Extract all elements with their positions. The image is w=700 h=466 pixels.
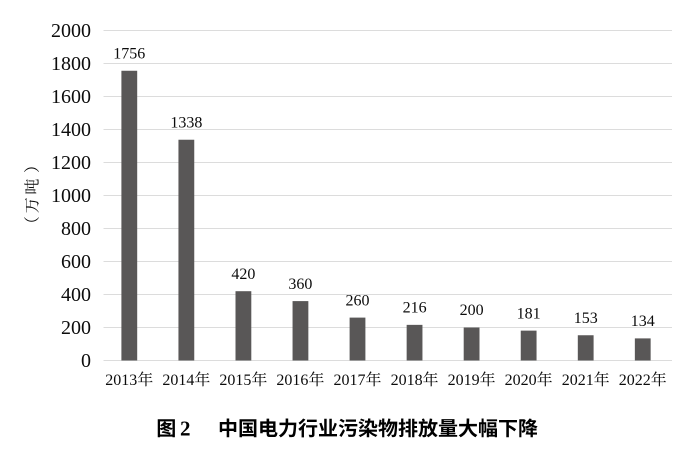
svg-text:200: 200: [61, 317, 91, 339]
svg-text:200: 200: [460, 302, 484, 319]
svg-text:2013: 2013: [105, 372, 137, 389]
svg-text:260: 260: [346, 292, 370, 309]
svg-text:2019: 2019: [448, 372, 480, 389]
svg-text:2000: 2000: [51, 20, 91, 42]
svg-text:2014: 2014: [162, 372, 194, 389]
svg-text:2015: 2015: [219, 372, 251, 389]
svg-text:2017: 2017: [334, 372, 366, 389]
svg-text:420: 420: [231, 266, 255, 283]
svg-text:1800: 1800: [51, 53, 91, 75]
svg-text:2018: 2018: [391, 372, 423, 389]
svg-text:1756: 1756: [113, 46, 145, 63]
svg-text:1338: 1338: [170, 114, 202, 131]
svg-text:360: 360: [288, 276, 312, 293]
svg-text:134: 134: [631, 313, 655, 330]
svg-text:2016: 2016: [276, 372, 308, 389]
svg-text:153: 153: [574, 310, 598, 327]
svg-text:2: 2: [180, 417, 191, 441]
svg-text:1600: 1600: [51, 86, 91, 108]
svg-text:216: 216: [403, 300, 427, 317]
svg-text:181: 181: [517, 305, 541, 322]
svg-text:0: 0: [81, 350, 91, 372]
svg-text:1000: 1000: [51, 185, 91, 207]
svg-text:2022: 2022: [619, 372, 651, 389]
svg-text:600: 600: [61, 251, 91, 273]
svg-text:2021: 2021: [562, 372, 594, 389]
svg-text:1400: 1400: [51, 119, 91, 141]
svg-text:2020: 2020: [505, 372, 537, 389]
svg-text:400: 400: [61, 284, 91, 306]
svg-text:1200: 1200: [51, 152, 91, 174]
svg-text:800: 800: [61, 218, 91, 240]
